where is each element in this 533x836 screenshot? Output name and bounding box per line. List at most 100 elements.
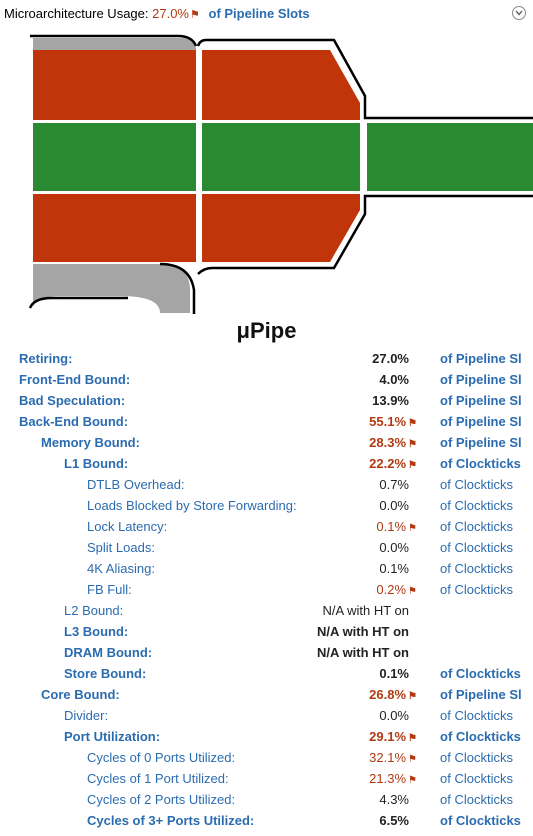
metric-value: 6.5%: [379, 813, 409, 828]
metric-label[interactable]: Cycles of 0 Ports Utilized:: [87, 750, 236, 765]
metric-label[interactable]: Loads Blocked by Store Forwarding:: [87, 498, 297, 513]
metric-value-text: 0.0%: [379, 708, 409, 723]
metric-label[interactable]: Core Bound:: [41, 687, 120, 702]
metric-value-text: 4.3%: [379, 792, 409, 807]
upipe-diagram: [28, 34, 533, 314]
metric-unit-link[interactable]: of Clockticks: [440, 666, 521, 681]
metric-unit-link[interactable]: of Clockticks: [440, 708, 513, 723]
metric-value: 0.0%: [379, 708, 409, 723]
metric-value-text: 0.1%: [379, 561, 409, 576]
metric-row: Split Loads: 0.0% of Clockticks: [0, 537, 533, 558]
metric-row: Retiring: 27.0% of Pipeline Sl: [0, 348, 533, 369]
metric-value: 13.9%: [372, 393, 409, 408]
metric-value-text: 0.0%: [379, 498, 409, 513]
metric-unit-link[interactable]: of Clockticks: [440, 540, 513, 555]
header-title-line: Microarchitecture Usage: 27.0%⚑ of Pipel…: [4, 6, 310, 21]
metric-row: Port Utilization: 29.1% ⚑ of Clockticks: [0, 726, 533, 747]
header-title: Microarchitecture Usage:: [4, 6, 149, 21]
metric-label[interactable]: Divider:: [64, 708, 109, 723]
metric-unit-link[interactable]: of Clockticks: [440, 561, 513, 576]
flag-icon: ⚑: [408, 733, 417, 744]
metric-value-text: 6.5%: [379, 813, 409, 828]
metric-value-text: 32.1%: [369, 750, 407, 765]
metric-row: Cycles of 3+ Ports Utilized: 6.5% of Clock…: [0, 810, 533, 831]
metric-unit-link[interactable]: of Clockticks: [440, 792, 513, 807]
metric-unit-link[interactable]: of Pipeline Sl: [440, 393, 522, 408]
metric-row: Bad Speculation: 13.9% of Pipeline Sl: [0, 390, 533, 411]
metric-row: Core Bound: 26.8% ⚑ of Pipeline Sl: [0, 684, 533, 705]
metric-unit-link[interactable]: of Pipeline Sl: [440, 351, 522, 366]
metric-label[interactable]: L3 Bound:: [64, 624, 129, 639]
metrics-list: Retiring: 27.0% of Pipeline Sl Front-End Bo…: [0, 348, 533, 831]
metric-row: Lock Latency: 0.1% ⚑ of Clockticks: [0, 516, 533, 537]
metric-row: Front-End Bound: 4.0% of Pipeline Sl: [0, 369, 533, 390]
metric-unit-link[interactable]: of Pipeline Sl: [440, 414, 522, 429]
metric-label[interactable]: Cycles of 2 Ports Utilized:: [87, 792, 236, 807]
metric-row: Back-End Bound: 55.1% ⚑ of Pipeline Sl: [0, 411, 533, 432]
metric-value: 0.0%: [379, 498, 409, 513]
flag-icon: ⚑: [408, 775, 417, 786]
metric-value-text: 0.0%: [379, 540, 409, 555]
metric-label[interactable]: Bad Speculation:: [19, 393, 126, 408]
metric-label[interactable]: FB Full:: [87, 582, 132, 597]
metric-unit-link[interactable]: of Clockticks: [440, 771, 513, 786]
metric-value: 21.3% ⚑: [369, 771, 417, 786]
metric-value: 0.0%: [379, 540, 409, 555]
metric-label[interactable]: Port Utilization:: [64, 729, 161, 744]
metric-label[interactable]: Lock Latency:: [87, 519, 168, 534]
metric-unit-link[interactable]: of Clockticks: [440, 498, 513, 513]
metric-value-text: 13.9%: [372, 393, 409, 408]
metric-unit-link[interactable]: of Pipeline Sl: [440, 687, 522, 702]
metric-unit-link[interactable]: of Clockticks: [440, 456, 521, 471]
collapse-chevron-icon[interactable]: [512, 6, 526, 20]
metric-row: L3 Bound: N/A with HT on: [0, 621, 533, 642]
metric-unit-link[interactable]: of Clockticks: [440, 477, 513, 492]
metric-value: 0.2% ⚑: [376, 582, 417, 597]
metric-row: Store Bound: 0.1% of Clockticks: [0, 663, 533, 684]
metric-row: Cycles of 0 Ports Utilized: 32.1% ⚑ of Cloc…: [0, 747, 533, 768]
metric-label[interactable]: 4K Aliasing:: [87, 561, 155, 576]
metric-value-text: 29.1%: [369, 729, 407, 744]
metric-label[interactable]: Back-End Bound:: [19, 414, 129, 429]
metric-label[interactable]: DTLB Overhead:: [87, 477, 185, 492]
flag-icon: ⚑: [408, 439, 417, 450]
metric-row: Divider: 0.0% of Clockticks: [0, 705, 533, 726]
metric-label[interactable]: L1 Bound:: [64, 456, 129, 471]
metric-row: 4K Aliasing: 0.1% of Clockticks: [0, 558, 533, 579]
metric-value: N/A with HT on: [323, 603, 409, 618]
header-value: 27.0%: [152, 6, 189, 21]
metric-unit-link[interactable]: of Clockticks: [440, 813, 521, 828]
metric-label[interactable]: Cycles of 1 Port Utilized:: [87, 771, 229, 786]
flag-icon: ⚑: [408, 418, 417, 429]
metric-unit-link[interactable]: of Clockticks: [440, 519, 513, 534]
metric-label[interactable]: Cycles of 3+ Ports Utilized:: [87, 813, 255, 828]
metric-label[interactable]: Retiring:: [19, 351, 73, 366]
metric-label[interactable]: Memory Bound:: [41, 435, 140, 450]
metric-unit-link[interactable]: of Pipeline Sl: [440, 435, 522, 450]
metric-row: FB Full: 0.2% ⚑ of Clockticks: [0, 579, 533, 600]
metric-value-text: N/A with HT on: [317, 645, 409, 660]
metric-unit-link[interactable]: of Clockticks: [440, 582, 513, 597]
metric-value: 0.1%: [379, 561, 409, 576]
metric-label[interactable]: Split Loads:: [87, 540, 155, 555]
header-unit-link[interactable]: of Pipeline Slots: [208, 6, 310, 21]
metric-label[interactable]: Front-End Bound:: [19, 372, 131, 387]
metric-value: 26.8% ⚑: [369, 687, 417, 702]
metric-unit-link[interactable]: of Pipeline Sl: [440, 372, 522, 387]
metric-value: 28.3% ⚑: [369, 435, 417, 450]
flag-icon: ⚑: [408, 460, 417, 471]
metric-label[interactable]: L2 Bound:: [64, 603, 124, 618]
metric-label[interactable]: DRAM Bound:: [64, 645, 153, 660]
metric-value: 0.1% ⚑: [376, 519, 417, 534]
metric-row: Loads Blocked by Store Forwarding: 0.0% of…: [0, 495, 533, 516]
metric-value-text: 22.2%: [369, 456, 407, 471]
upipe-title: μPipe: [236, 318, 297, 343]
metric-value-text: 0.7%: [379, 477, 409, 492]
metric-unit-link[interactable]: of Clockticks: [440, 729, 521, 744]
metric-value: 29.1% ⚑: [369, 729, 417, 744]
metric-label[interactable]: Store Bound:: [64, 666, 147, 681]
metric-row: Cycles of 2 Ports Utilized: 4.3% of Clockt…: [0, 789, 533, 810]
metric-value-text: 0.1%: [376, 519, 407, 534]
flag-icon: ⚑: [408, 754, 417, 765]
metric-unit-link[interactable]: of Clockticks: [440, 750, 513, 765]
